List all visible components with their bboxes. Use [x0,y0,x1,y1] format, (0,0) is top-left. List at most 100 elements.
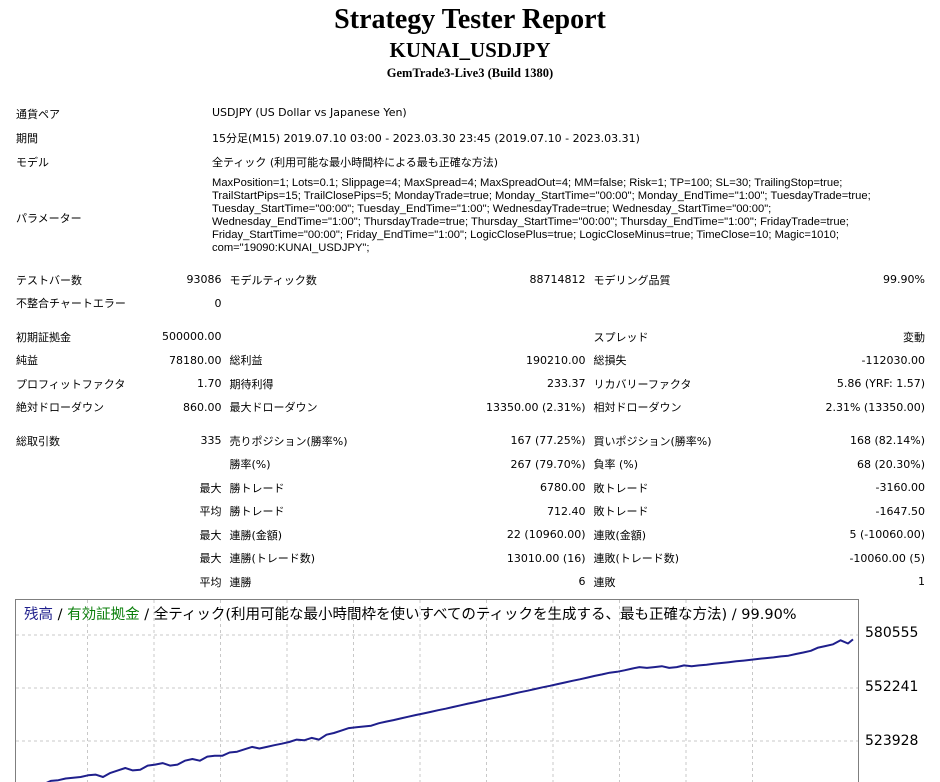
stat-label [594,292,744,316]
legend-model: / 全ティック(利用可能な最小時間枠を使いすべてのティックを生成する、最も正確な… [140,607,797,623]
stat-value: 最大 [162,547,230,571]
stat-value: -112030.00 [744,349,940,373]
stat-label: スプレッド [594,325,744,349]
stat-label: 最大ドローダウン [230,396,375,420]
stat-label [0,500,162,524]
stat-label: 敗トレード [594,500,744,524]
stat-value: 860.00 [162,396,230,420]
parameter-line: com="19090:KUNAI_USDJPY"; [212,242,927,255]
stat-label [0,547,162,571]
stat-label: テストバー数 [0,268,162,292]
stat-label [230,292,375,316]
stat-value: 5 (-10060.00) [744,523,940,547]
parameters-value: MaxPosition=1; Lots=0.1; Slippage=4; Max… [212,177,927,255]
balance-line [21,639,853,782]
stat-value [744,292,940,316]
stat-label [230,325,375,349]
symbol-label: 通貨ペア [16,106,60,122]
stat-label [0,523,162,547]
stat-label: 初期証拠金 [0,325,162,349]
stat-label: 連敗(トレード数) [594,547,744,571]
stat-value: 最大 [162,476,230,500]
stat-value: 最大 [162,523,230,547]
stat-label: 連敗(金額) [594,523,744,547]
stat-value: 変動 [744,325,940,349]
stat-value [375,292,594,316]
parameters-label: パラメーター [16,210,82,226]
stat-value: 500000.00 [162,325,230,349]
y-tick-label: 580555 [865,625,918,641]
stat-label: 総損失 [594,349,744,373]
stat-label: 連敗 [594,570,744,594]
stat-value: 22 (10960.00) [375,523,594,547]
stat-value [375,325,594,349]
stat-value: 5.86 (YRF: 1.57) [744,372,940,396]
stat-value [162,453,230,477]
stats-row: 最大連勝(金額)22 (10960.00)連敗(金額)5 (-10060.00) [0,523,940,547]
stat-label: 期待利得 [230,372,375,396]
stat-value: 68 (20.30%) [744,453,940,477]
parameter-line: Tuesday_StartTime="00:00"; Tuesday_EndTi… [212,203,927,216]
parameter-line: MaxPosition=1; Lots=0.1; Slippage=4; Max… [212,177,927,190]
stat-label: 相対ドローダウン [594,396,744,420]
stat-value: 0 [162,292,230,316]
stat-value: 1 [744,570,940,594]
stat-value: 167 (77.25%) [375,429,594,453]
server-build: GemTrade3-Live3 (Build 1380) [0,66,940,81]
stat-value: 6780.00 [375,476,594,500]
stat-label: モデルティック数 [230,268,375,292]
stat-label [0,453,162,477]
stat-value: 13350.00 (2.31%) [375,396,594,420]
stat-value: 93086 [162,268,230,292]
stat-value: 88714812 [375,268,594,292]
stat-label: リカバリーファクタ [594,372,744,396]
model-label: モデル [16,154,49,170]
stat-label: 総利益 [230,349,375,373]
stat-value: 233.37 [375,372,594,396]
legend-equity: 有効証拠金 [67,607,140,623]
stat-label: 不整合チャートエラー [0,292,162,316]
stat-label: 勝率(%) [230,453,375,477]
parameter-line: Wednesday_EndTime="1:00"; ThursdayTrade=… [212,216,927,229]
stat-label: 売りポジション(勝率%) [230,429,375,453]
stat-label: 勝トレード [230,476,375,500]
model-value: 全ティック (利用可能な最小時間枠による最も正確な方法) [212,154,498,170]
stat-value: 168 (82.14%) [744,429,940,453]
stat-value: -10060.00 (5) [744,547,940,571]
stat-label [0,570,162,594]
stat-label: 買いポジション(勝率%) [594,429,744,453]
y-tick-label: 523928 [865,733,918,749]
period-value: 15分足(M15) 2019.07.10 03:00 - 2023.03.30 … [212,130,640,146]
stat-label: 総取引数 [0,429,162,453]
stats-row: 最大連勝(トレード数)13010.00 (16)連敗(トレード数)-10060.… [0,547,940,571]
balance-chart: 残高 / 有効証拠金 / 全ティック(利用可能な最小時間枠を使いすべてのティック… [15,599,859,782]
stat-label: モデリング品質 [594,268,744,292]
stat-value: 1.70 [162,372,230,396]
chart-plot [16,600,858,782]
stat-value: 2.31% (13350.00) [744,396,940,420]
legend-balance: 残高 [24,607,53,623]
stat-label: 負率 (%) [594,453,744,477]
stat-value: 6 [375,570,594,594]
period-label: 期間 [16,130,38,146]
symbol-value: USDJPY (US Dollar vs Japanese Yen) [212,106,407,119]
stat-value: -3160.00 [744,476,940,500]
parameter-line: Friday_StartTime="00:00"; Friday_EndTime… [212,229,927,242]
stat-value: 190210.00 [375,349,594,373]
stat-label: 勝トレード [230,500,375,524]
stat-label: 連勝 [230,570,375,594]
legend-separator: / [53,607,67,623]
stat-label: 連勝(トレード数) [230,547,375,571]
chart-legend: 残高 / 有効証拠金 / 全ティック(利用可能な最小時間枠を使いすべてのティック… [24,603,797,624]
stats-row: 勝率(%)267 (79.70%)負率 (%)68 (20.30%) [0,453,940,477]
parameter-line: TrailStartPips=15; TrailClosePips=5; Mon… [212,190,927,203]
stat-value: 13010.00 (16) [375,547,594,571]
y-tick-label: 552241 [865,679,918,695]
